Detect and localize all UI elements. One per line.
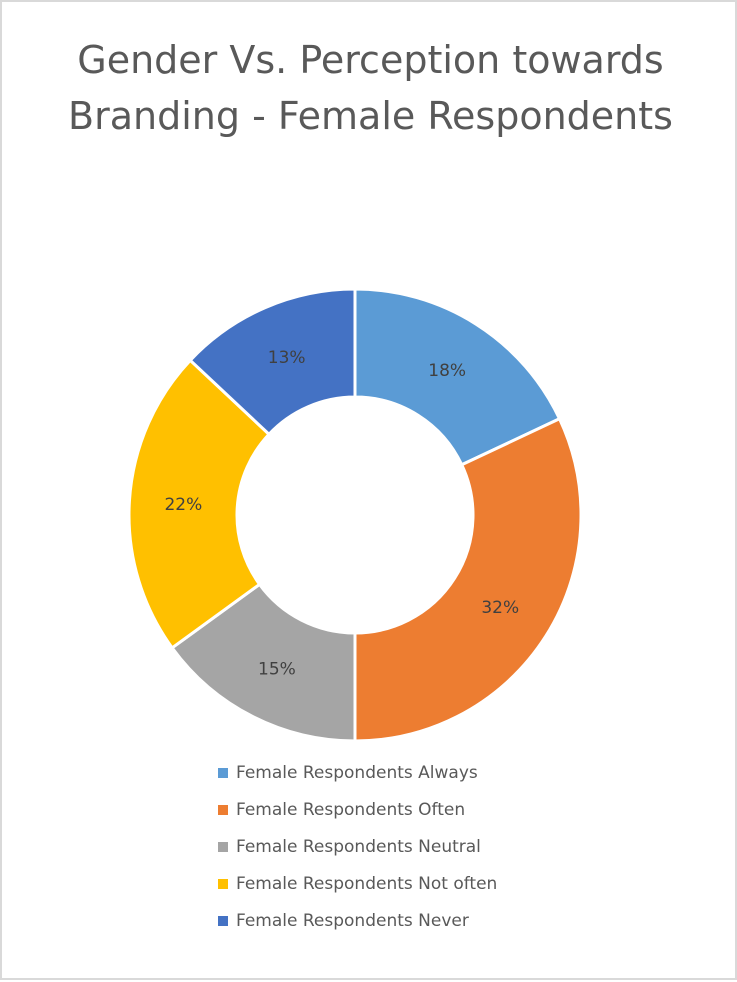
- legend-label: Female Respondents Neutral: [236, 836, 481, 857]
- slice-data-label: 15%: [258, 659, 296, 679]
- legend-swatch-icon: [218, 878, 228, 889]
- slice-data-label: 32%: [481, 598, 519, 618]
- legend-item: Female Respondents Not often: [218, 865, 497, 902]
- donut-slice-3: [170, 582, 357, 743]
- legend-swatch-icon: [218, 915, 228, 926]
- legend-swatch-icon: [218, 767, 228, 778]
- legend-item: Female Respondents Never: [218, 902, 497, 939]
- legend-label: Female Respondents Never: [236, 910, 469, 931]
- legend-swatch-icon: [218, 841, 228, 852]
- slice-data-label: 18%: [428, 361, 466, 381]
- legend-label: Female Respondents Not often: [236, 873, 498, 894]
- donut-slice-2: [353, 416, 583, 743]
- chart-legend: Female Respondents Always Female Responde…: [218, 754, 497, 939]
- legend-item: Female Respondents Always: [218, 754, 497, 791]
- legend-item: Female Respondents Often: [218, 791, 497, 828]
- donut-slice-5: [188, 287, 357, 437]
- slice-data-label: 13%: [268, 348, 306, 368]
- legend-item: Female Respondents Neutral: [218, 828, 497, 865]
- legend-swatch-icon: [218, 804, 228, 815]
- donut-slice-4: [127, 358, 272, 650]
- legend-label: Female Respondents Always: [236, 762, 478, 783]
- chart-title: Gender Vs. Perception towards Branding -…: [68, 38, 673, 138]
- donut-slice-1: [353, 287, 562, 467]
- slice-data-label: 22%: [164, 495, 202, 515]
- legend-label: Female Respondents Often: [236, 799, 466, 820]
